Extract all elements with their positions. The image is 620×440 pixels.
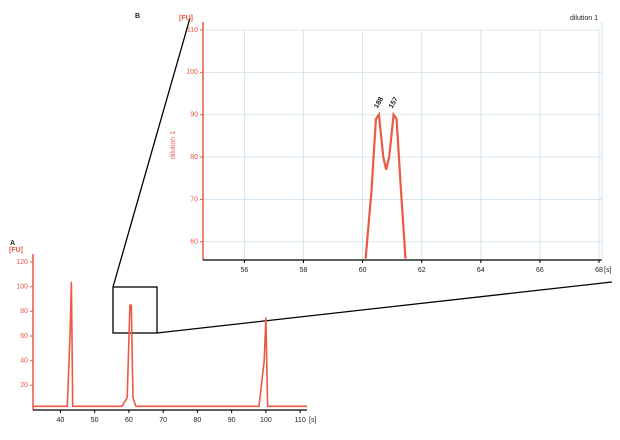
- x-tick-label: 62: [418, 267, 426, 274]
- x-tick-label: 90: [228, 417, 236, 424]
- chart-title: dilution 1: [570, 15, 598, 22]
- y-tick-label: 60: [190, 239, 198, 246]
- y-tick-label: 100: [186, 69, 198, 76]
- peak-label: 188: [373, 96, 385, 110]
- x-tick-label: 60: [125, 417, 133, 424]
- zoom-line: [156, 281, 613, 334]
- x-unit: [s]: [604, 267, 611, 274]
- panel-label: B: [135, 13, 140, 20]
- x-tick-label: 110: [295, 417, 306, 424]
- x-tick-label: 60: [359, 267, 367, 274]
- x-tick-label: 80: [194, 417, 202, 424]
- y-tick-label: 80: [190, 154, 198, 161]
- y-tick-label: 100: [16, 284, 28, 291]
- y-tick-label: 60: [20, 333, 28, 340]
- x-unit: [s]: [309, 417, 316, 424]
- x-tick-label: 50: [91, 417, 99, 424]
- y-tick-label: 90: [190, 112, 198, 119]
- y-tick-label: 80: [20, 308, 28, 315]
- peak-label: 157: [388, 96, 400, 110]
- panel-label: A: [10, 240, 15, 247]
- x-tick-label: 70: [159, 417, 167, 424]
- y-label: dilution 1: [170, 131, 177, 159]
- y-tick-label: 20: [20, 382, 28, 389]
- y-tick-label: 120: [16, 259, 28, 266]
- y-unit: [FU]: [179, 15, 193, 22]
- x-tick-label: 68: [595, 267, 603, 274]
- x-tick-label: 66: [536, 267, 544, 274]
- x-tick-label: 56: [240, 267, 248, 274]
- data-line: [33, 281, 307, 408]
- y-tick-label: 40: [20, 358, 28, 365]
- x-tick-label: 58: [300, 267, 308, 274]
- y-tick-label: 110: [187, 27, 198, 34]
- x-tick-label: 100: [260, 417, 272, 424]
- zoom-box: [112, 286, 158, 334]
- y-unit: [FU]: [9, 247, 23, 254]
- x-tick-label: 40: [57, 417, 65, 424]
- x-tick-label: 64: [477, 267, 485, 274]
- y-tick-label: 70: [190, 196, 198, 203]
- zoom-line: [112, 17, 191, 288]
- data-line: [364, 111, 407, 259]
